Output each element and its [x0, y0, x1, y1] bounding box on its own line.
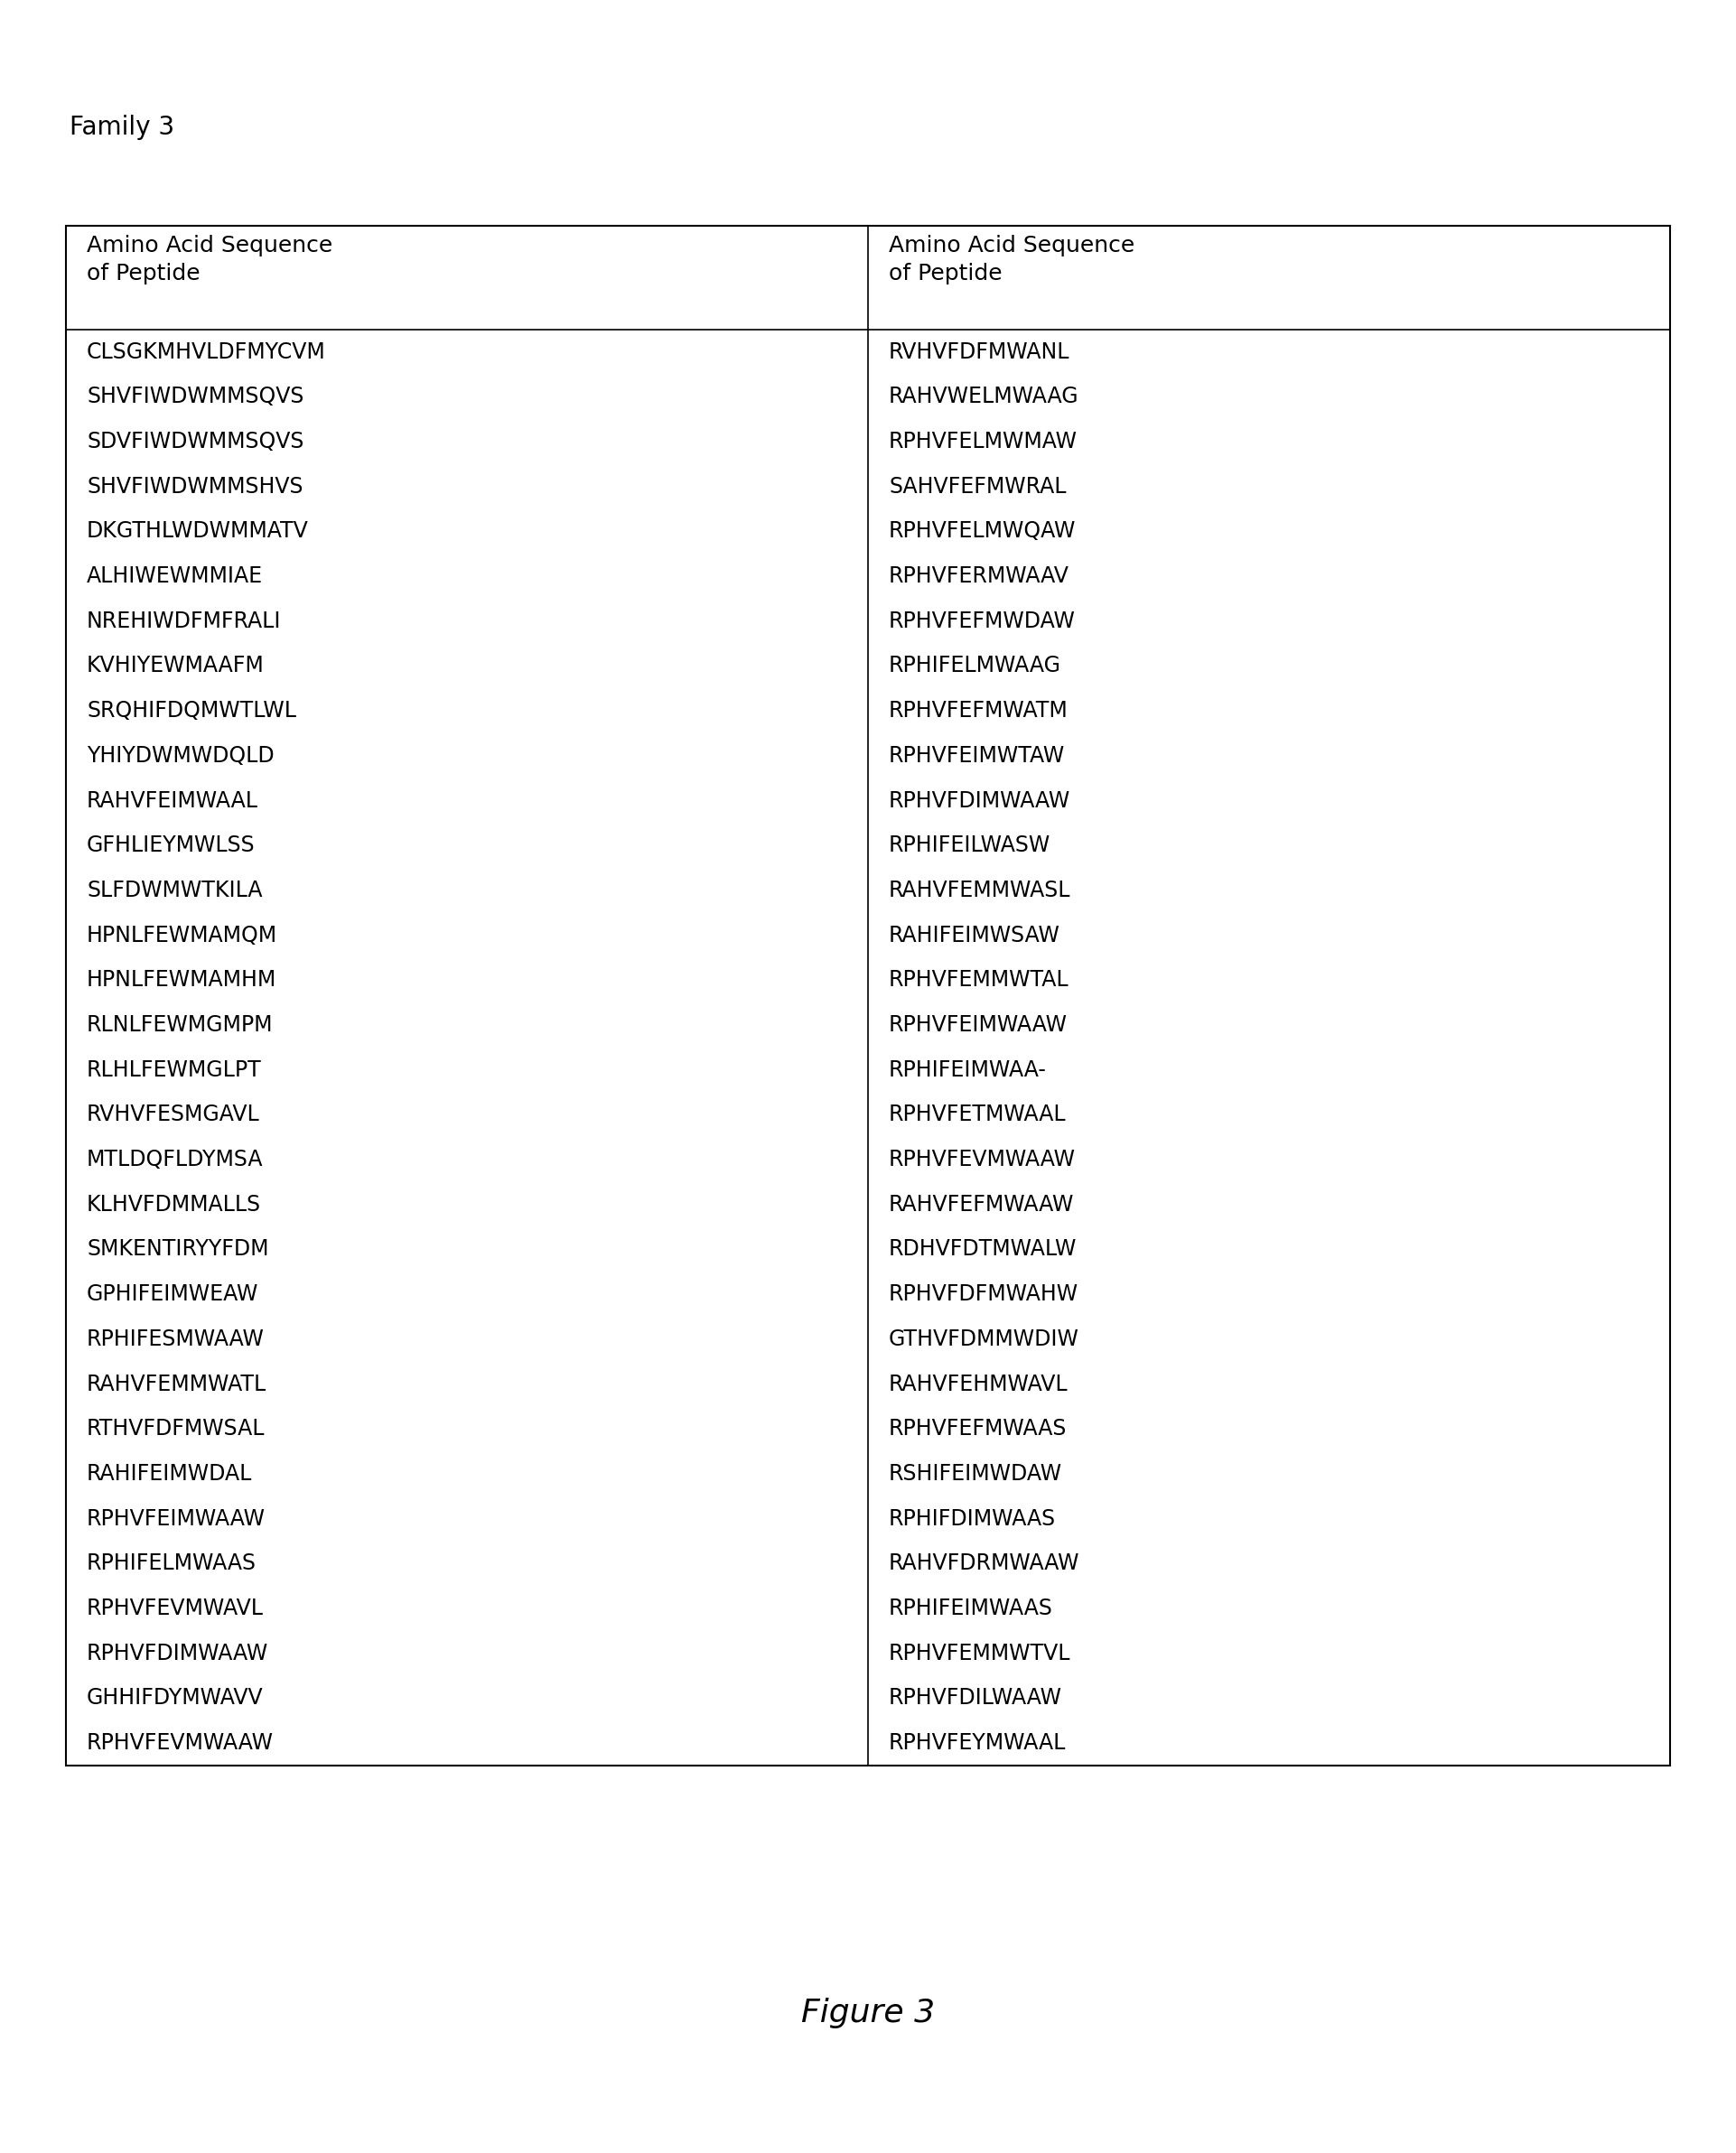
- Text: RPHIFEIMWAA-: RPHIFEIMWAA-: [889, 1059, 1047, 1081]
- Text: NREHIWDFMFRALI: NREHIWDFMFRALI: [87, 609, 281, 633]
- Text: RPHVFEMMWTAL: RPHVFEMMWTAL: [889, 969, 1069, 990]
- Text: RPHVFDILWAAW: RPHVFDILWAAW: [889, 1688, 1062, 1709]
- Text: MTLDQFLDYMSA: MTLDQFLDYMSA: [87, 1150, 264, 1171]
- Text: RLHLFEWMGLPT: RLHLFEWMGLPT: [87, 1059, 262, 1081]
- Text: RPHVFELMWQAW: RPHVFELMWQAW: [889, 521, 1076, 543]
- Text: GHHIFDYMWAVV: GHHIFDYMWAVV: [87, 1688, 264, 1709]
- Text: RPHIFELMWAAS: RPHIFELMWAAS: [87, 1552, 257, 1574]
- Text: RPHVFERMWAAV: RPHVFERMWAAV: [889, 566, 1069, 588]
- Text: RAHVFEMMWATL: RAHVFEMMWATL: [87, 1374, 267, 1395]
- Text: RPHVFEVMWAVL: RPHVFEVMWAVL: [87, 1598, 264, 1619]
- Bar: [66, 226, 1670, 1765]
- Text: RPHVFDFMWAHW: RPHVFDFMWAHW: [889, 1283, 1078, 1305]
- Text: RAHVFDRMWAAW: RAHVFDRMWAAW: [889, 1552, 1080, 1574]
- Text: SHVFIWDWMMSHVS: SHVFIWDWMMSHVS: [87, 476, 304, 497]
- Text: GPHIFEIMWEAW: GPHIFEIMWEAW: [87, 1283, 259, 1305]
- Text: SAHVFEFMWRAL: SAHVFEFMWRAL: [889, 476, 1066, 497]
- Text: RPHVFEMMWTVL: RPHVFEMMWTVL: [889, 1643, 1071, 1664]
- Text: RDHVFDTMWALW: RDHVFDTMWALW: [889, 1238, 1076, 1260]
- Text: RPHIFELMWAAG: RPHIFELMWAAG: [889, 655, 1061, 676]
- Text: RAHVWELMWAAG: RAHVWELMWAAG: [889, 385, 1080, 407]
- Text: RAHVFEMMWASL: RAHVFEMMWASL: [889, 881, 1071, 902]
- Text: HPNLFEWMAMHM: HPNLFEWMAMHM: [87, 969, 276, 990]
- Text: RAHIFEIMWSAW: RAHIFEIMWSAW: [889, 924, 1061, 945]
- Text: RLNLFEWMGMPM: RLNLFEWMGMPM: [87, 1014, 273, 1036]
- Text: RPHVFEVMWAAW: RPHVFEVMWAAW: [87, 1733, 274, 1755]
- Text: YHIYDWMWDQLD: YHIYDWMWDQLD: [87, 745, 274, 766]
- Text: RPHVFEYMWAAL: RPHVFEYMWAAL: [889, 1733, 1066, 1755]
- Text: RSHIFEIMWDAW: RSHIFEIMWDAW: [889, 1462, 1062, 1486]
- Text: Figure 3: Figure 3: [800, 1998, 936, 2028]
- Text: RAHIFEIMWDAL: RAHIFEIMWDAL: [87, 1462, 252, 1486]
- Text: RPHIFDIMWAAS: RPHIFDIMWAAS: [889, 1507, 1055, 1529]
- Text: RVHVFESMGAVL: RVHVFESMGAVL: [87, 1104, 260, 1126]
- Text: SRQHIFDQMWTLWL: SRQHIFDQMWTLWL: [87, 700, 297, 721]
- Text: RPHVFDIMWAAW: RPHVFDIMWAAW: [889, 790, 1071, 812]
- Text: RPHIFESMWAAW: RPHIFESMWAAW: [87, 1328, 264, 1350]
- Text: RPHVFEFMWATM: RPHVFEFMWATM: [889, 700, 1068, 721]
- Text: RAHVFEHMWAVL: RAHVFEHMWAVL: [889, 1374, 1068, 1395]
- Text: Amino Acid Sequence
of Peptide: Amino Acid Sequence of Peptide: [87, 235, 333, 284]
- Text: KLHVFDMMALLS: KLHVFDMMALLS: [87, 1193, 260, 1214]
- Text: ALHIWEWMMIAE: ALHIWEWMMIAE: [87, 566, 264, 588]
- Text: RPHVFEIMWTAW: RPHVFEIMWTAW: [889, 745, 1066, 766]
- Text: KVHIYEWMAAFM: KVHIYEWMAAFM: [87, 655, 264, 676]
- Text: RPHVFDIMWAAW: RPHVFDIMWAAW: [87, 1643, 269, 1664]
- Text: SLFDWMWTKILA: SLFDWMWTKILA: [87, 881, 262, 902]
- Text: RPHVFEIMWAAW: RPHVFEIMWAAW: [87, 1507, 266, 1529]
- Text: RPHVFETMWAAL: RPHVFETMWAAL: [889, 1104, 1066, 1126]
- Text: RPHVFELMWMAW: RPHVFELMWMAW: [889, 431, 1078, 452]
- Text: RAHVFEFMWAAW: RAHVFEFMWAAW: [889, 1193, 1075, 1214]
- Text: GFHLIEYMWLSS: GFHLIEYMWLSS: [87, 835, 255, 857]
- Text: SDVFIWDWMMSQVS: SDVFIWDWMMSQVS: [87, 431, 304, 452]
- Text: DKGTHLWDWMMATV: DKGTHLWDWMMATV: [87, 521, 309, 543]
- Text: RPHIFEIMWAAS: RPHIFEIMWAAS: [889, 1598, 1054, 1619]
- Text: Amino Acid Sequence
of Peptide: Amino Acid Sequence of Peptide: [889, 235, 1135, 284]
- Text: GTHVFDMMWDIW: GTHVFDMMWDIW: [889, 1328, 1080, 1350]
- Text: RPHVFEFMWAAS: RPHVFEFMWAAS: [889, 1419, 1068, 1440]
- Text: SHVFIWDWMMSQVS: SHVFIWDWMMSQVS: [87, 385, 304, 407]
- Text: RPHVFEVMWAAW: RPHVFEVMWAAW: [889, 1150, 1076, 1171]
- Text: CLSGKMHVLDFMYCVM: CLSGKMHVLDFMYCVM: [87, 340, 326, 362]
- Text: RPHVFEIMWAAW: RPHVFEIMWAAW: [889, 1014, 1068, 1036]
- Text: Family 3: Family 3: [69, 114, 174, 140]
- Text: RPHIFEILWASW: RPHIFEILWASW: [889, 835, 1050, 857]
- Text: HPNLFEWMAMQM: HPNLFEWMAMQM: [87, 924, 278, 945]
- Text: RAHVFEIMWAAL: RAHVFEIMWAAL: [87, 790, 259, 812]
- Text: RPHVFEFMWDAW: RPHVFEFMWDAW: [889, 609, 1076, 633]
- Text: RVHVFDFMWANL: RVHVFDFMWANL: [889, 340, 1069, 362]
- Text: RTHVFDFMWSAL: RTHVFDFMWSAL: [87, 1419, 266, 1440]
- Text: SMKENTIRYYFDM: SMKENTIRYYFDM: [87, 1238, 269, 1260]
